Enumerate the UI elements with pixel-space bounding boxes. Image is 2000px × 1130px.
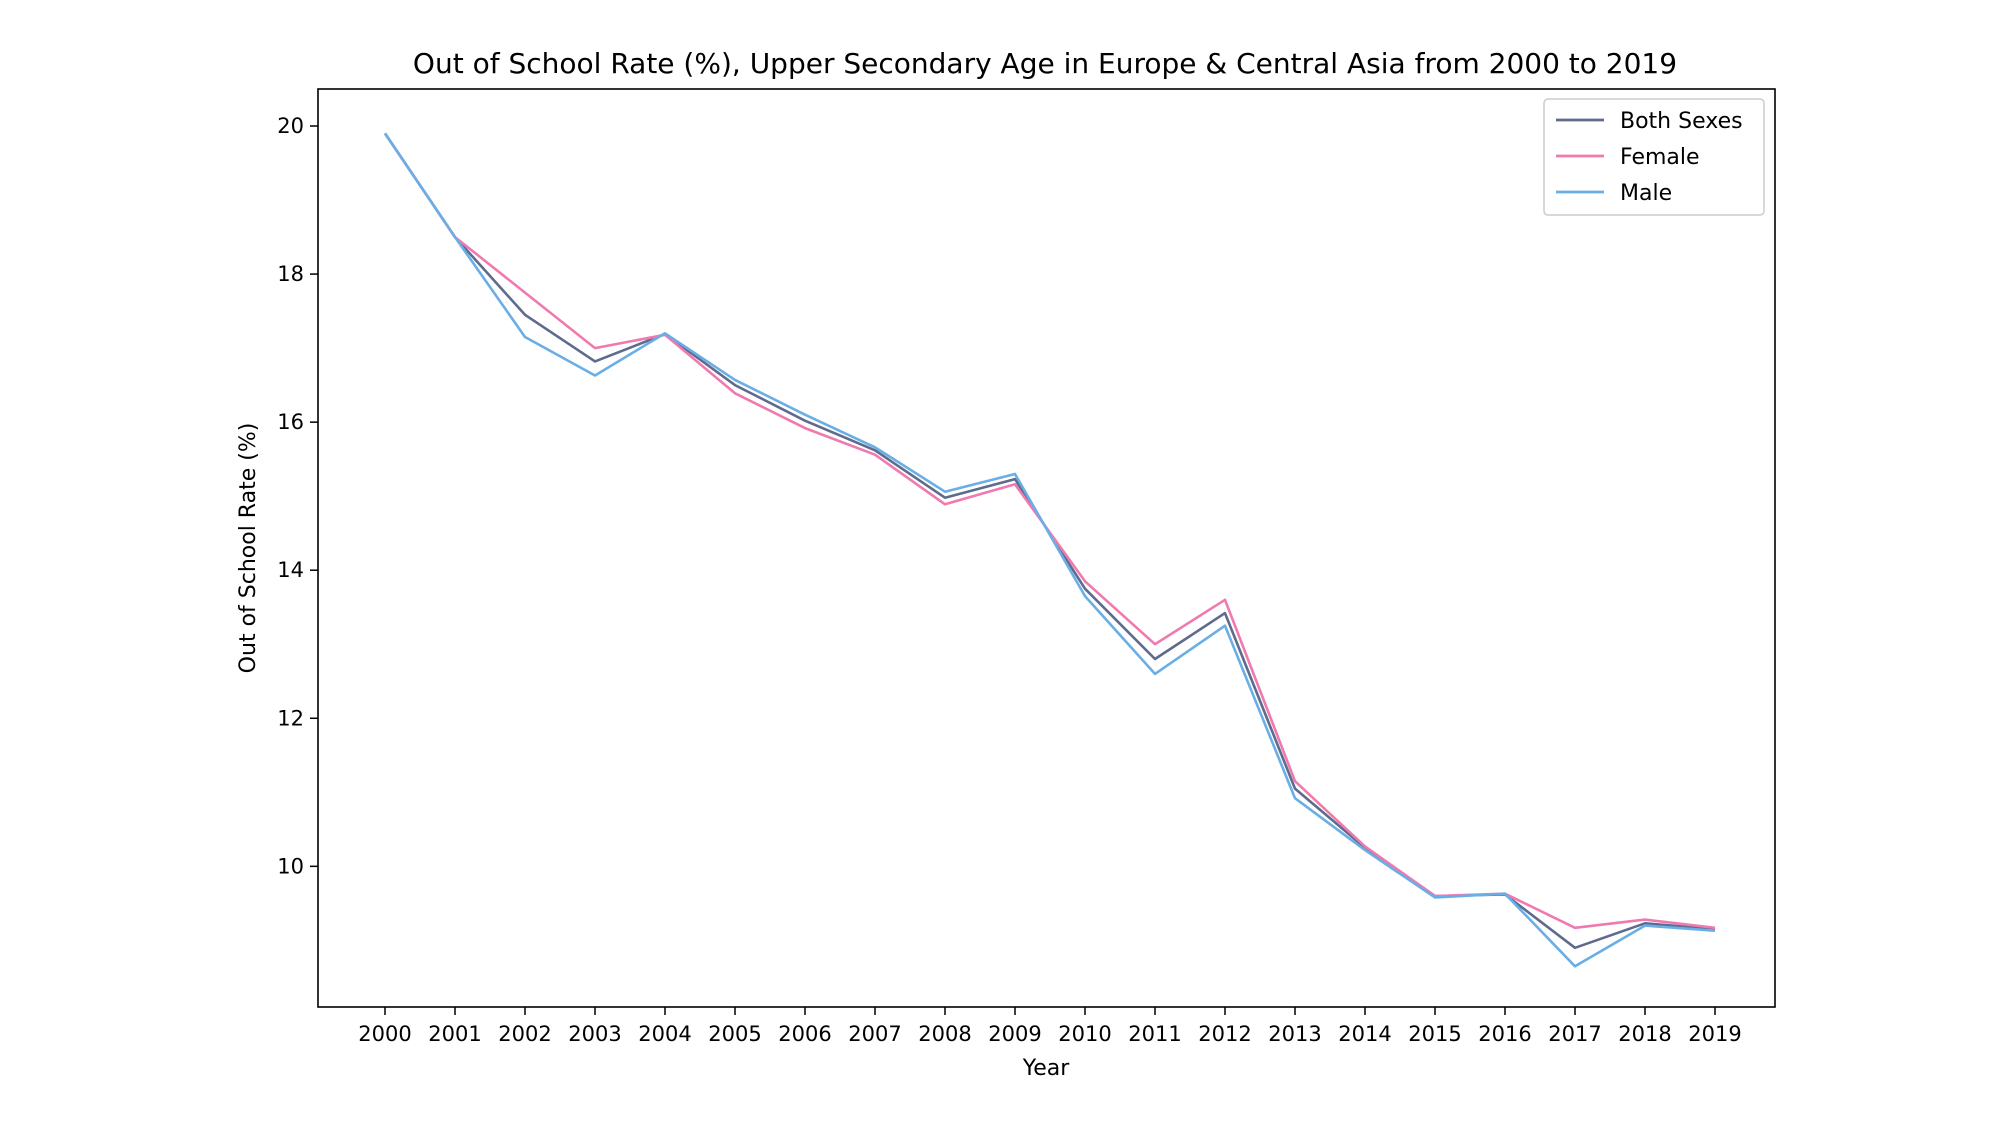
legend-label-female: Female bbox=[1620, 145, 1700, 170]
x-tick-label: 2008 bbox=[918, 1022, 971, 1046]
legend-box bbox=[1543, 98, 1765, 216]
x-tick-label: 2012 bbox=[1198, 1022, 1251, 1046]
x-tick-label: 2019 bbox=[1688, 1022, 1741, 1046]
legend: Both Sexes Female Male bbox=[1543, 98, 1765, 216]
x-tick-label: 2003 bbox=[568, 1022, 621, 1046]
x-tick-label: 2000 bbox=[358, 1022, 411, 1046]
y-tick-label: 12 bbox=[277, 706, 304, 730]
legend-label-male: Male bbox=[1620, 181, 1672, 206]
y-tick-label: 18 bbox=[277, 262, 304, 286]
series-lines bbox=[383, 132, 1716, 968]
x-tick-label: 2001 bbox=[428, 1022, 481, 1046]
plot-area-frame bbox=[317, 88, 1776, 1008]
x-tick-label: 2009 bbox=[988, 1022, 1041, 1046]
x-axis: 2000 2001 2002 2003 2004 2005 2006 2007 2008 2009… bbox=[358, 1007, 1742, 1046]
y-tick-label: 10 bbox=[277, 854, 304, 878]
x-tick-label: 2013 bbox=[1268, 1022, 1321, 1046]
x-tick-label: 2014 bbox=[1338, 1022, 1391, 1046]
y-tick-label: 20 bbox=[277, 114, 304, 138]
series-line-both-sexes bbox=[383, 132, 1716, 950]
x-tick-label: 2004 bbox=[638, 1022, 691, 1046]
x-tick-label: 2005 bbox=[708, 1022, 761, 1046]
x-tick-label: 2002 bbox=[498, 1022, 551, 1046]
y-tick-label: 16 bbox=[277, 410, 304, 434]
x-tick-label: 2018 bbox=[1618, 1022, 1671, 1046]
x-tick-label: 2007 bbox=[848, 1022, 901, 1046]
series-line-female bbox=[383, 132, 1716, 930]
x-axis-label: Year bbox=[1022, 1056, 1071, 1081]
x-tick-label: 2015 bbox=[1408, 1022, 1461, 1046]
chart-title: Out of School Rate (%), Upper Secondary … bbox=[413, 47, 1677, 80]
series-line-male bbox=[383, 132, 1716, 968]
y-tick-label: 14 bbox=[277, 558, 304, 582]
y-axis-label: Out of School Rate (%) bbox=[236, 423, 261, 674]
legend-label-both-sexes: Both Sexes bbox=[1620, 109, 1743, 134]
y-axis: 10 12 14 16 18 20 bbox=[277, 114, 318, 878]
x-tick-label: 2017 bbox=[1548, 1022, 1601, 1046]
x-tick-label: 2011 bbox=[1128, 1022, 1181, 1046]
x-tick-label: 2016 bbox=[1478, 1022, 1531, 1046]
x-tick-label: 2006 bbox=[778, 1022, 831, 1046]
x-tick-label: 2010 bbox=[1058, 1022, 1111, 1046]
